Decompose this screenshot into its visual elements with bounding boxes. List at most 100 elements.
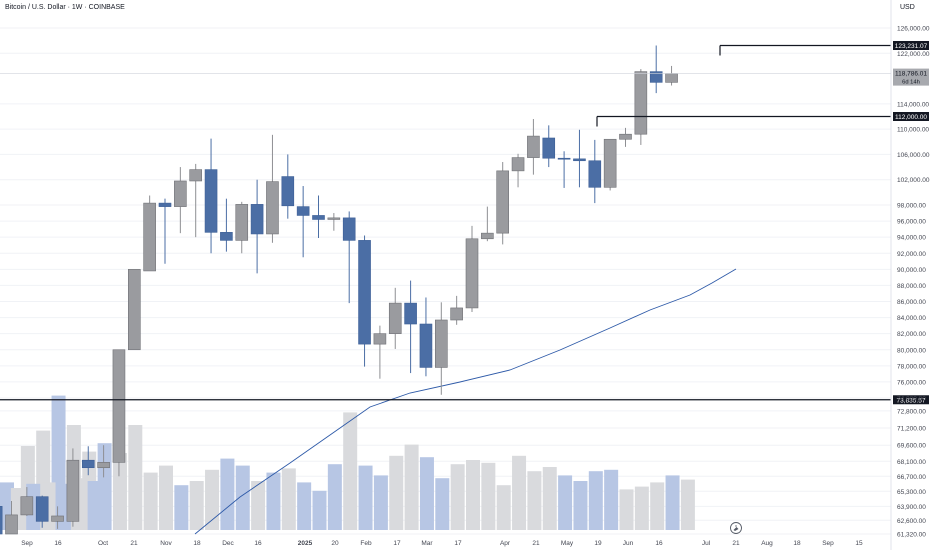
candle[interactable]: [51, 506, 64, 529]
candles[interactable]: [0, 45, 678, 535]
time-tick-label: Dec: [222, 540, 234, 547]
candle[interactable]: [189, 163, 202, 238]
level-line[interactable]: 73,835.57: [0, 395, 929, 405]
time-tick-label: Oct: [98, 540, 108, 547]
candle[interactable]: [619, 127, 632, 147]
price-tick-label: 76,000.00: [897, 379, 926, 386]
candle[interactable]: [450, 295, 463, 325]
volume-bar: [542, 467, 557, 530]
volume-bar: [327, 464, 342, 530]
candle[interactable]: [573, 129, 586, 188]
candle[interactable]: [174, 167, 187, 234]
volume-bar: [174, 485, 189, 530]
time-tick-label: Mar: [421, 540, 433, 547]
candle[interactable]: [281, 154, 295, 219]
candle[interactable]: [250, 179, 264, 274]
candle[interactable]: [527, 119, 540, 175]
candle[interactable]: [81, 446, 95, 476]
volume-bar: [220, 458, 235, 530]
volume-bar: [143, 472, 158, 530]
level-line[interactable]: 112,000.00: [596, 112, 929, 127]
candle-body: [603, 138, 617, 188]
candle-body: [250, 204, 264, 235]
candle[interactable]: [634, 69, 648, 145]
candle[interactable]: [204, 138, 218, 254]
candle[interactable]: [588, 139, 602, 204]
candle-body: [450, 307, 463, 321]
candle[interactable]: [404, 280, 417, 374]
last-price-box: [893, 68, 929, 86]
candle[interactable]: [327, 213, 341, 231]
candle[interactable]: [0, 499, 3, 535]
volume-bar: [435, 478, 450, 530]
price-tick-label: 82,000.00: [897, 331, 926, 338]
candle[interactable]: [649, 45, 663, 94]
price-axis[interactable]: 126,000.00 122,000.00 114,000.00 110,000.00…: [897, 26, 930, 539]
candle-body: [434, 319, 448, 368]
candle[interactable]: [220, 198, 233, 252]
candle[interactable]: [511, 153, 525, 188]
candle[interactable]: [158, 198, 172, 264]
candle-body: [496, 170, 510, 234]
candle[interactable]: [388, 287, 402, 349]
volume-bar: [251, 481, 266, 530]
candle-body: [388, 302, 402, 334]
candle-body: [281, 176, 295, 207]
candle[interactable]: [35, 495, 49, 528]
candle[interactable]: [496, 162, 510, 245]
candle[interactable]: [373, 325, 387, 379]
candle[interactable]: [603, 138, 617, 191]
candle-body: [5, 514, 18, 535]
candle[interactable]: [5, 500, 18, 535]
time-tick-label: 20: [331, 540, 339, 547]
candle[interactable]: [358, 235, 371, 367]
candle[interactable]: [128, 269, 141, 351]
candle[interactable]: [542, 125, 556, 168]
candle[interactable]: [312, 195, 325, 238]
price-tick-label: 126,000.00: [897, 26, 930, 33]
candle[interactable]: [465, 225, 479, 312]
volume-bar: [481, 462, 496, 530]
candle[interactable]: [143, 195, 156, 272]
time-axis[interactable]: Sep 16 Oct 21 Nov 18 Dec 16 2025 20 Feb 17 Mar 17 Apr 2…: [21, 540, 863, 547]
candle[interactable]: [434, 302, 448, 395]
replay-icon[interactable]: [730, 522, 742, 534]
candle[interactable]: [235, 201, 249, 254]
time-tick-label: 18: [193, 540, 201, 547]
volume-bar: [527, 471, 542, 530]
candle[interactable]: [66, 448, 80, 527]
candle[interactable]: [112, 349, 126, 477]
time-tick-label: 16: [54, 540, 62, 547]
moving-average-line: [194, 268, 737, 535]
price-tick-label: 78,000.00: [897, 363, 926, 370]
candle[interactable]: [342, 211, 356, 304]
price-tick-label: 114,000.00: [897, 101, 929, 108]
ma-path: [194, 268, 737, 535]
candle-body: [266, 181, 279, 235]
candle-body: [312, 215, 325, 220]
candle[interactable]: [419, 297, 433, 377]
candle-body: [20, 496, 34, 516]
price-tick-label: 98,000.00: [897, 203, 926, 210]
volume-bar: [281, 468, 296, 530]
time-tick-label: 21: [532, 540, 540, 547]
candle-body: [373, 333, 387, 345]
time-tick-label: 21: [732, 540, 740, 547]
currency-label[interactable]: USD: [900, 4, 915, 11]
time-tick-label: 15: [855, 540, 863, 547]
volume-bar: [680, 479, 695, 530]
candle[interactable]: [557, 151, 571, 188]
candle[interactable]: [97, 445, 110, 478]
candle[interactable]: [20, 487, 34, 516]
level-line[interactable]: 123,231.07: [719, 41, 929, 56]
candle-body: [296, 206, 310, 216]
volume-bar: [466, 460, 480, 530]
price-tick-label: 88,000.00: [897, 283, 926, 290]
candle[interactable]: [481, 206, 494, 242]
candle[interactable]: [266, 134, 279, 243]
candle[interactable]: [296, 186, 310, 258]
candle-body: [143, 202, 156, 272]
horizontal-levels[interactable]: 123,231.07 112,000.00 73,835.57: [0, 41, 929, 405]
candle-body: [112, 349, 126, 463]
